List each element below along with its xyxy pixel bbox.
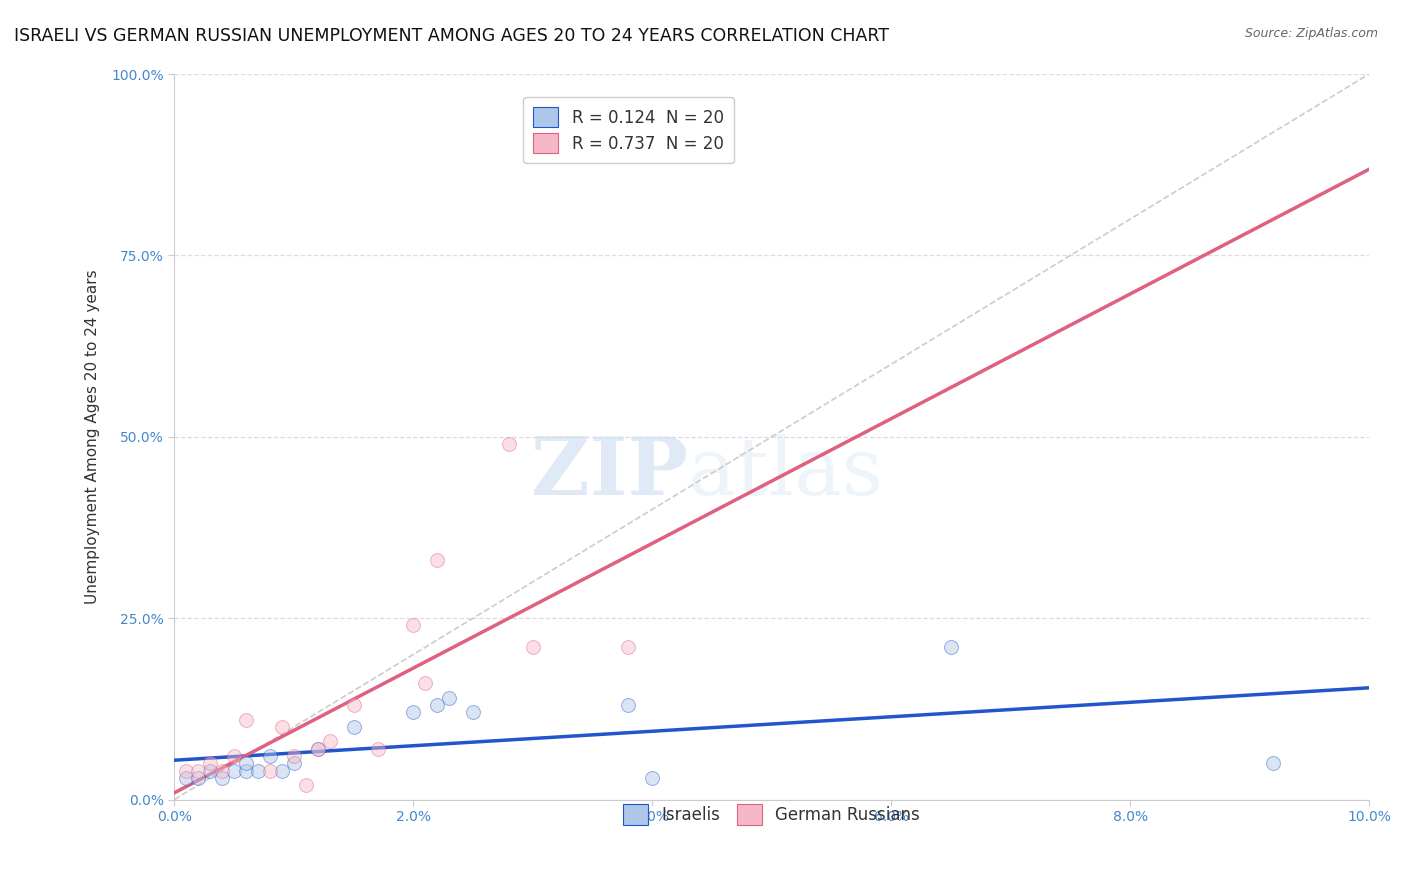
Point: [307, 741, 329, 756]
Text: Source: ZipAtlas.com: Source: ZipAtlas.com: [1244, 27, 1378, 40]
Point: [176, 771, 198, 785]
Point: [235, 756, 257, 771]
Point: [224, 749, 246, 764]
Point: [176, 764, 198, 778]
Point: [283, 756, 305, 771]
Point: [343, 698, 366, 713]
Point: [235, 764, 257, 778]
Point: [641, 771, 664, 785]
Point: [367, 741, 389, 756]
Point: [187, 764, 209, 778]
Point: [426, 698, 449, 713]
Point: [617, 640, 640, 655]
Point: [200, 756, 222, 771]
Y-axis label: Unemployment Among Ages 20 to 24 years: Unemployment Among Ages 20 to 24 years: [86, 269, 100, 604]
Point: [211, 764, 233, 778]
Point: [224, 764, 246, 778]
Point: [498, 437, 520, 451]
Text: ZIP: ZIP: [531, 434, 688, 512]
Legend: Israelis, German Russians: Israelis, German Russians: [613, 795, 931, 835]
Point: [437, 690, 460, 705]
Point: [271, 720, 294, 734]
Text: ISRAELI VS GERMAN RUSSIAN UNEMPLOYMENT AMONG AGES 20 TO 24 YEARS CORRELATION CHA: ISRAELI VS GERMAN RUSSIAN UNEMPLOYMENT A…: [14, 27, 889, 45]
Point: [402, 706, 425, 720]
Point: [1263, 756, 1285, 771]
Point: [235, 713, 257, 727]
Point: [295, 778, 318, 792]
Point: [402, 618, 425, 632]
Point: [522, 640, 544, 655]
Text: atlas: atlas: [688, 434, 883, 512]
Point: [259, 749, 281, 764]
Point: [200, 764, 222, 778]
Point: [259, 764, 281, 778]
Point: [319, 734, 342, 748]
Point: [617, 698, 640, 713]
Point: [247, 764, 270, 778]
Point: [307, 741, 329, 756]
Point: [211, 771, 233, 785]
Point: [415, 676, 437, 690]
Point: [426, 553, 449, 567]
Point: [283, 749, 305, 764]
Point: [939, 640, 962, 655]
Point: [271, 764, 294, 778]
Point: [343, 720, 366, 734]
Point: [461, 706, 484, 720]
Point: [187, 771, 209, 785]
